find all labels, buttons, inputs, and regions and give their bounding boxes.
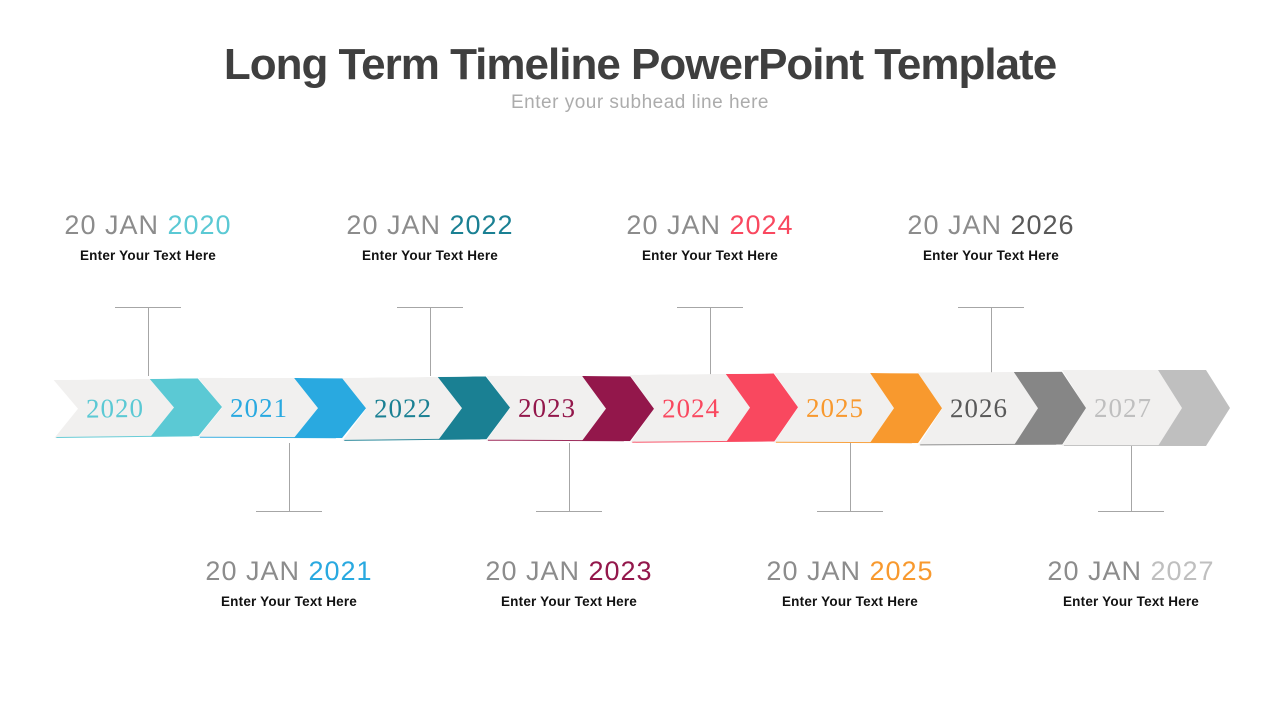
milestone-label[interactable]: 20 JAN 2026 Enter Your Text Here (881, 210, 1101, 263)
connector-stem (1130, 443, 1132, 511)
milestone: 20 JAN 2021 Enter Your Text Here (179, 443, 399, 609)
connector-line (536, 443, 602, 512)
timeline-segment[interactable]: 2020 (54, 378, 223, 438)
milestone-date: 20 JAN 2025 (740, 556, 960, 587)
milestone-label[interactable]: 20 JAN 2021 Enter Your Text Here (179, 556, 399, 609)
milestone-placeholder-text[interactable]: Enter Your Text Here (641, 248, 779, 263)
milestone-label[interactable]: 20 JAN 2024 Enter Your Text Here (600, 210, 820, 263)
milestone: 20 JAN 2025 Enter Your Text Here (740, 443, 960, 609)
milestone-placeholder-text[interactable]: Enter Your Text Here (500, 594, 638, 609)
milestone-year: 2023 (588, 556, 653, 586)
timeline-segment[interactable]: 2025 (774, 373, 942, 444)
milestone-placeholder-text[interactable]: Enter Your Text Here (1062, 594, 1200, 609)
milestone-date: 20 JAN 2026 (881, 210, 1101, 241)
milestone-date-prefix: 20 JAN (766, 556, 861, 586)
segment-accent-underline (1064, 444, 1200, 446)
milestone-year: 2022 (449, 210, 514, 240)
connector-stem (568, 443, 570, 511)
milestone-date-prefix: 20 JAN (1047, 556, 1142, 586)
milestone-label[interactable]: 20 JAN 2025 Enter Your Text Here (740, 556, 960, 609)
milestone-date: 20 JAN 2020 (38, 210, 258, 241)
milestone-date: 20 JAN 2024 (600, 210, 820, 241)
milestone-date-prefix: 20 JAN (64, 210, 159, 240)
timeline-segment[interactable]: 2024 (630, 373, 799, 442)
milestone-year: 2027 (1150, 556, 1215, 586)
slide-subtitle[interactable]: Enter your subhead line here (511, 92, 769, 113)
milestone-placeholder-text[interactable]: Enter Your Text Here (361, 248, 499, 263)
connector-line (115, 307, 181, 376)
milestone-label[interactable]: 20 JAN 2023 Enter Your Text Here (459, 556, 679, 609)
connector-stem (429, 308, 431, 376)
timeline-band: 2020 2021 2022 2023 2024 2025 2026 (54, 368, 1230, 448)
milestone-date: 20 JAN 2021 (179, 556, 399, 587)
milestone-date-prefix: 20 JAN (907, 210, 1002, 240)
timeline-segment[interactable]: 2026 (918, 371, 1086, 445)
milestone-date-prefix: 20 JAN (485, 556, 580, 586)
connector-stem (849, 443, 851, 511)
milestone: 20 JAN 2027 Enter Your Text Here (1021, 443, 1241, 609)
connector-stem (147, 308, 149, 376)
milestone-year: 2020 (167, 210, 232, 240)
milestone-year: 2025 (869, 556, 934, 586)
milestone: 20 JAN 2024 Enter Your Text Here (600, 210, 820, 376)
milestone-date: 20 JAN 2023 (459, 556, 679, 587)
timeline-segment[interactable]: 2022 (342, 376, 511, 441)
milestone-year: 2021 (308, 556, 373, 586)
milestone-placeholder-text[interactable]: Enter Your Text Here (781, 594, 919, 609)
milestone: 20 JAN 2020 Enter Your Text Here (38, 210, 258, 376)
connector-stem (990, 308, 992, 376)
connector-line (256, 443, 322, 512)
timeline-segment[interactable]: 2023 (486, 375, 654, 441)
milestone-date: 20 JAN 2022 (320, 210, 540, 241)
milestone-label[interactable]: 20 JAN 2020 Enter Your Text Here (38, 210, 258, 263)
connector-line (817, 443, 883, 512)
connector-line (1098, 443, 1164, 512)
segment-year-label: 2020 (85, 392, 145, 424)
milestone-label[interactable]: 20 JAN 2022 Enter Your Text Here (320, 210, 540, 263)
milestone-label[interactable]: 20 JAN 2027 Enter Your Text Here (1021, 556, 1241, 609)
timeline-segment[interactable]: 2021 (198, 378, 366, 439)
milestone-year: 2026 (1010, 210, 1075, 240)
milestone: 20 JAN 2022 Enter Your Text Here (320, 210, 540, 376)
segment-year-label: 2027 (1094, 392, 1152, 423)
milestone-date: 20 JAN 2027 (1021, 556, 1241, 587)
milestone: 20 JAN 2023 Enter Your Text Here (459, 443, 679, 609)
connector-line (397, 307, 463, 376)
connector-line (677, 307, 743, 376)
milestone-year: 2024 (729, 210, 794, 240)
milestone-date-prefix: 20 JAN (205, 556, 300, 586)
milestone-placeholder-text[interactable]: Enter Your Text Here (220, 594, 358, 609)
connector-stem (709, 308, 711, 376)
milestone-placeholder-text[interactable]: Enter Your Text Here (79, 248, 217, 263)
milestone-date-prefix: 20 JAN (346, 210, 441, 240)
connector-line (958, 307, 1024, 376)
slide-title: Long Term Timeline PowerPoint Template (223, 40, 1057, 89)
connector-stem (288, 443, 290, 511)
milestone: 20 JAN 2026 Enter Your Text Here (881, 210, 1101, 376)
timeline-segment[interactable]: 2027 (1062, 370, 1230, 446)
milestone-placeholder-text[interactable]: Enter Your Text Here (922, 248, 1060, 263)
milestone-date-prefix: 20 JAN (626, 210, 721, 240)
